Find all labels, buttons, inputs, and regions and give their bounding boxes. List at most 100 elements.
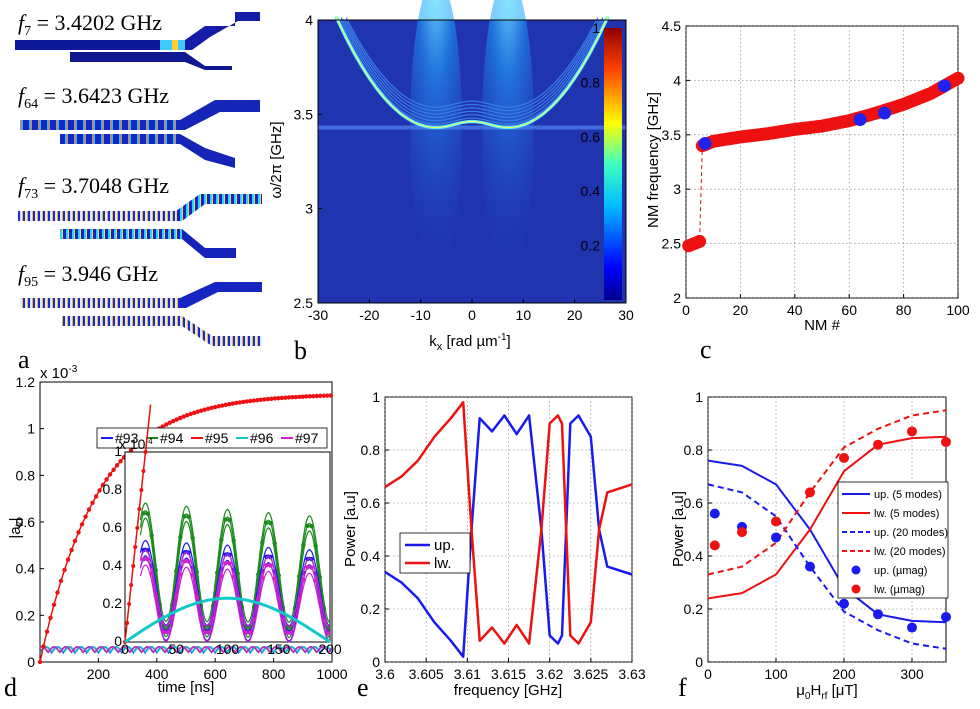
inset-marker-#97 (297, 597, 302, 602)
colorbar-tick-label: 0.8 (581, 74, 601, 90)
trace-#95-marker (205, 406, 211, 411)
inset-marker-#97 (309, 565, 314, 570)
x-tick-label: 3.6 (375, 666, 395, 682)
y-tick-label: 0.2 (16, 607, 36, 623)
panel-e-xlabel: frequency [GHz] (454, 682, 562, 699)
inset-x-tick-label: 0 (121, 641, 129, 657)
trace-#95-marker (213, 404, 218, 410)
mode-95-label: f95 = 3.946 GHz (18, 261, 158, 290)
x-tick-label: 30 (618, 307, 634, 323)
ticks: 0 100 200 300 0 0.2 0.4 0.6 0.8 1 (684, 389, 924, 682)
x-tick-label: 800 (262, 666, 286, 682)
dispersion-branch (340, 20, 604, 122)
x-tick-label: 60 (841, 302, 857, 318)
trace-lw. (384, 401, 633, 645)
trace-#95-marker (65, 557, 71, 562)
inset-marker-#97 (239, 617, 245, 622)
inset-marker-#97 (165, 629, 171, 635)
inset-marker-#97 (141, 557, 146, 562)
inset-trace-#95-marker (127, 602, 132, 606)
trace-#95-marker (51, 602, 57, 607)
upper-guide (20, 120, 180, 130)
inset-trace-#95-marker (133, 545, 138, 549)
trace-up. (20 modes) (707, 483, 947, 650)
inset-marker-#94 (223, 517, 228, 522)
trace-#95-marker (188, 411, 193, 417)
y-tick-label: 0.2 (361, 601, 381, 617)
trace-#95-marker (97, 488, 102, 493)
trace-#95-marker (223, 402, 228, 408)
inset-marker-#94 (264, 520, 269, 525)
inset-marker-#97 (194, 594, 199, 600)
x-tick-label: 20 (567, 307, 583, 323)
point-up. (µmag) (907, 622, 917, 633)
inset-marker-#97 (260, 575, 265, 581)
heatmap-glow (318, 0, 626, 278)
inset-marker-#94 (313, 543, 318, 548)
y-tick-label: 0.4 (361, 548, 381, 564)
lower-branch (70, 52, 232, 70)
inset-x-tick-label: 150 (267, 641, 291, 657)
trace-#95-marker (114, 463, 120, 468)
upper-branch (185, 12, 260, 50)
trace-#95-marker (227, 401, 232, 407)
legend-label: lw. (20 modes) (874, 546, 946, 558)
colorbar-tick-label: 0.4 (581, 183, 601, 199)
trace-#95-marker (269, 396, 274, 401)
trace-#95-marker (93, 494, 99, 499)
x-tick-label: 1000 (316, 666, 347, 682)
panel-c-mode-frequencies: 0 20 40 60 80 100 2 2.5 3 3.5 4 4.5 NM frequency [G… (645, 18, 970, 364)
y-tick-label: 0 (27, 654, 35, 670)
trace-#95-marker (318, 393, 323, 399)
point-lw. (µmag) (709, 540, 720, 551)
legend-label-#97: #97 (295, 430, 319, 446)
trace-#95-marker (202, 407, 207, 412)
inset-marker-#97 (251, 617, 257, 622)
colorbar-tick-label: 1 (592, 20, 600, 36)
panel-a-waveguides: f7 = 3.4202 GHz f64 = 3.6423 GHz f73 = 3… (15, 10, 262, 374)
panel-e-ylabel: Power [a.u] (342, 491, 359, 567)
inset-trace-#95-marker (139, 488, 144, 492)
inset-marker-#97 (227, 561, 232, 566)
colorbar-tick-label: 0.6 (581, 129, 601, 145)
panel-letter-a: a (18, 345, 30, 374)
mode-point (693, 234, 707, 248)
inset-marker-#97 (284, 630, 290, 635)
trace-#95-marker (234, 400, 239, 406)
trace-#95-marker (181, 414, 186, 419)
trace-#95-marker (163, 422, 169, 427)
inset-marker-#93 (227, 552, 232, 557)
trace-#95-marker (58, 578, 64, 584)
point-lw. (µmag) (907, 426, 917, 437)
dispersion-branch (340, 17, 604, 119)
panel-f-power-vs-field: 0 100 200 300 0 0.2 0.4 0.6 0.8 1 up. (5 modes) lw… (670, 389, 951, 702)
legend-box (837, 481, 949, 599)
x-tick-label: 40 (787, 302, 803, 318)
panel-c-xlabel: NM # (804, 317, 840, 334)
trace-#95-marker (111, 467, 116, 472)
inset-marker-#97 (178, 572, 183, 577)
dispersion-branch (345, 17, 599, 108)
inset-marker-#93 (145, 548, 150, 553)
trace-#95-marker (72, 538, 78, 544)
trace-#95-marker (272, 396, 277, 401)
inset-marker-#94 (190, 535, 195, 541)
panel-b-dispersion: 0.2 0.4 0.6 0.8 1 -30 -20 -10 0 10 20 30 2.5 3 3.5 4 ω… (268, 0, 634, 365)
point-up. (µmag) (941, 611, 951, 622)
trace-#95-marker (195, 409, 200, 414)
inset-trace-#95-marker (135, 526, 140, 530)
inset-marker-#97 (264, 563, 269, 568)
inset-marker-#97 (182, 559, 187, 564)
trace-#95-marker (177, 415, 183, 421)
inset-marker-#94 (227, 517, 232, 523)
legend-label-#95: #95 (205, 430, 229, 446)
inset-frame (124, 451, 331, 643)
point-lw. (µmag) (805, 487, 815, 498)
trace-#95-marker (48, 615, 53, 620)
y-tick-label: 1.2 (16, 374, 36, 390)
inset-marker-#97 (190, 572, 195, 578)
x-tick-label: 80 (896, 302, 912, 318)
inset-marker-#94 (182, 514, 187, 519)
inset-marker-#94 (260, 540, 265, 545)
